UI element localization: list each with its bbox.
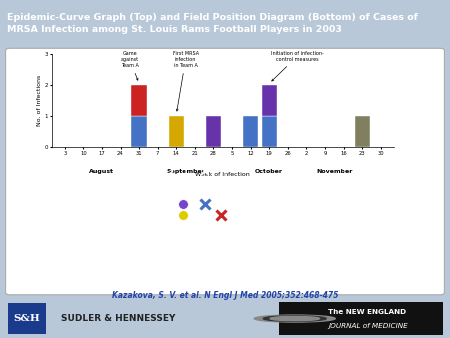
FancyBboxPatch shape: [279, 302, 443, 335]
Circle shape: [254, 315, 335, 322]
Text: JOURNAL of MEDICINE: JOURNAL of MEDICINE: [328, 322, 408, 329]
Text: August: August: [90, 169, 114, 174]
Bar: [261, 116, 277, 147]
Bar: [131, 116, 147, 147]
Text: The NEW ENGLAND: The NEW ENGLAND: [328, 309, 407, 315]
Bar: [243, 116, 258, 147]
Bar: [355, 116, 370, 147]
Text: First MRSA
infection
in Team A: First MRSA infection in Team A: [172, 51, 198, 111]
Text: S&H: S&H: [14, 314, 40, 323]
Text: Defense: Defense: [405, 188, 418, 243]
Bar: [261, 85, 277, 116]
Text: Epidemic-Curve Graph (Top) and Field Position Diagram (Bottom) of Cases of
MRSA : Epidemic-Curve Graph (Top) and Field Pos…: [7, 13, 418, 34]
Text: Offense: Offense: [32, 190, 45, 241]
Y-axis label: No. of Infections: No. of Infections: [37, 75, 42, 126]
Text: September: September: [166, 169, 205, 174]
Text: Kazakova, S. V. et al. N Engl J Med 2005;352:468-475: Kazakova, S. V. et al. N Engl J Med 2005…: [112, 291, 338, 300]
FancyBboxPatch shape: [5, 48, 445, 295]
Circle shape: [270, 316, 320, 321]
Text: Game
against
Team A: Game against Team A: [121, 51, 139, 80]
Text: Initiation of infection-
control measures: Initiation of infection- control measure…: [271, 51, 324, 81]
X-axis label: Week of Infection: Week of Infection: [195, 172, 250, 177]
Text: November: November: [316, 169, 352, 174]
Bar: [131, 85, 147, 116]
Bar: [206, 116, 221, 147]
FancyBboxPatch shape: [8, 303, 46, 334]
Circle shape: [263, 316, 326, 321]
Text: October: October: [255, 169, 283, 174]
Bar: [169, 116, 184, 147]
Text: SUDLER & HENNESSEY: SUDLER & HENNESSEY: [61, 314, 175, 323]
